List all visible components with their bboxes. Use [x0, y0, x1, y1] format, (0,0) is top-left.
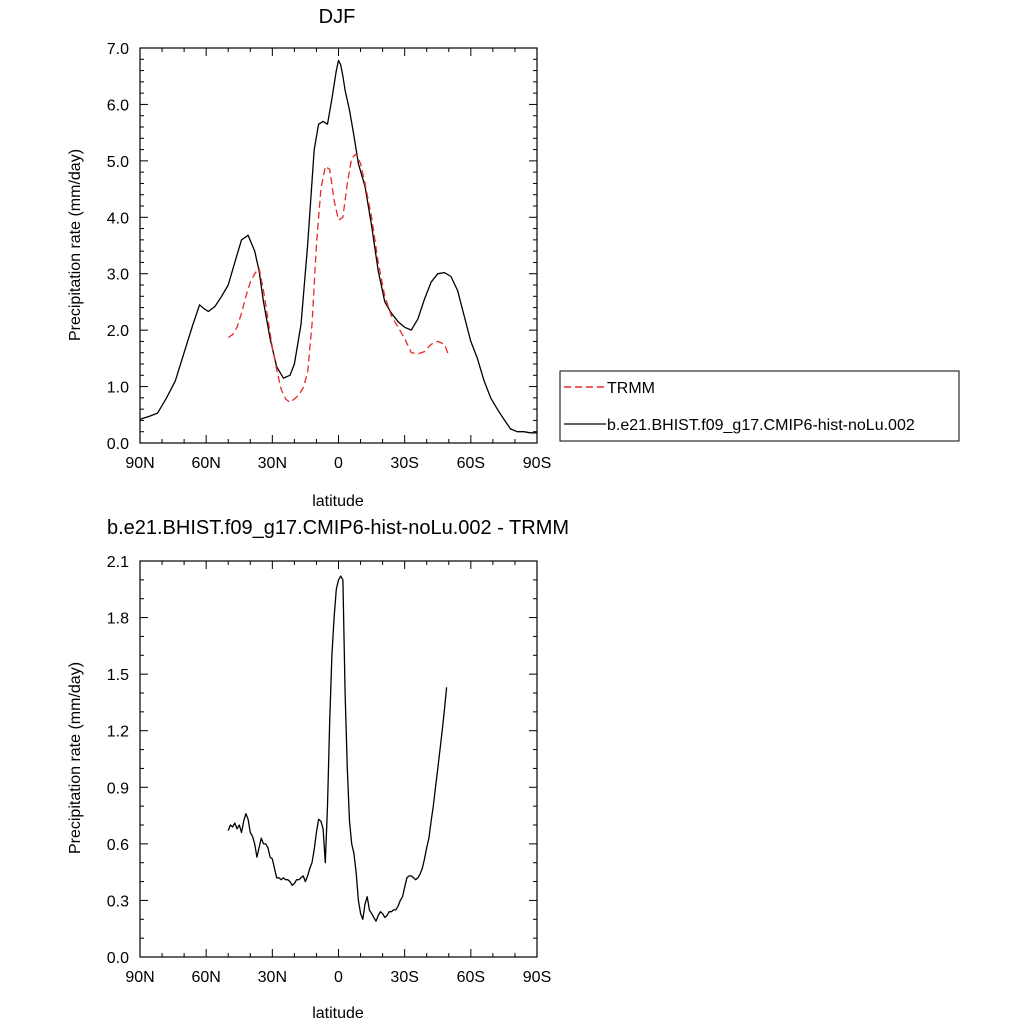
- legend-label-model: b.e21.BHIST.f09_g17.CMIP6-hist-noLu.002: [607, 417, 915, 434]
- bottom-ytick-label: 0.9: [107, 780, 129, 797]
- legend-label-trmm: TRMM: [607, 380, 655, 397]
- top-panel-frame: [139, 47, 538, 444]
- bottom-xtick-label: 30N: [258, 969, 287, 986]
- top-panel-plot-area: [139, 59, 537, 434]
- bottom-xtick-label: 0: [334, 969, 343, 986]
- top-panel-ticks: 90N 60N 30N 0 30S 60S 90S 0.0 1.0 2.0 3.0 4.0 5.0 6.0…: [107, 41, 551, 472]
- bottom-ytick-label: 1.2: [107, 724, 129, 741]
- top-ytick-label: 2.0: [107, 323, 129, 340]
- bottom-ytick-label: 1.8: [107, 611, 129, 628]
- bottom-xtick-label: 30S: [390, 969, 418, 986]
- top-ytick-label: 4.0: [107, 210, 129, 227]
- top-panel-title: DJF: [319, 6, 356, 28]
- top-xtick-label: 30N: [258, 455, 287, 472]
- top-xtick-label: 60S: [457, 455, 485, 472]
- top-ytick-label: 5.0: [107, 154, 129, 171]
- bottom-xtick-label: 60N: [191, 969, 220, 986]
- bottom-ytick-label: 0.0: [107, 950, 129, 967]
- bottom-ytick-label: 2.1: [107, 554, 129, 571]
- bottom-panel-title: b.e21.BHIST.f09_g17.CMIP6-hist-noLu.002 …: [107, 517, 569, 539]
- top-xtick-label: 90S: [523, 455, 551, 472]
- bottom-panel-ylabel: Precipitation rate (mm/day): [67, 662, 84, 854]
- top-ytick-label: 3.0: [107, 267, 129, 284]
- bottom-ytick-label: 0.3: [107, 893, 129, 910]
- bottom-series-line-difference: [227, 575, 448, 922]
- top-panel-ylabel: Precipitation rate (mm/day): [67, 149, 84, 341]
- bottom-ytick-label: 0.6: [107, 837, 129, 854]
- legend-box: [559, 370, 960, 442]
- top-panel-xlabel: latitude: [312, 493, 364, 510]
- top-xtick-label: 0: [334, 455, 343, 472]
- bottom-xtick-label: 90N: [125, 969, 154, 986]
- bottom-panel-xlabel: latitude: [312, 1005, 364, 1022]
- top-series-line-model: [139, 59, 537, 434]
- bottom-xtick-label: 90S: [523, 969, 551, 986]
- bottom-ytick-label: 1.5: [107, 667, 129, 684]
- bottom-panel-frame: [139, 560, 538, 958]
- bottom-xtick-label: 60S: [457, 969, 485, 986]
- top-panel: DJF 90N 60N 30N 0 30S 60S 90S 0.0 1.0 2.0 3.0 4.0 5.…: [67, 6, 551, 510]
- top-xtick-label: 60N: [191, 455, 220, 472]
- legend: TRMM b.e21.BHIST.f09_g17.CMIP6-hist-noLu…: [559, 370, 960, 442]
- top-ytick-label: 1.0: [107, 380, 129, 397]
- bottom-panel-ticks: 90N 60N 30N 0 30S 60S 90S 0.0 0.3 0.6 0.9 1.2 1.5 1.8…: [107, 554, 551, 986]
- bottom-panel-plot-area: [227, 575, 448, 922]
- top-xtick-label: 30S: [390, 455, 418, 472]
- top-ytick-label: 6.0: [107, 97, 129, 114]
- top-xtick-label: 90N: [125, 455, 154, 472]
- top-series-line-trmm: [227, 153, 450, 404]
- top-ytick-label: 7.0: [107, 41, 129, 58]
- top-ytick-label: 0.0: [107, 436, 129, 453]
- bottom-panel: b.e21.BHIST.f09_g17.CMIP6-hist-noLu.002 …: [67, 517, 569, 1022]
